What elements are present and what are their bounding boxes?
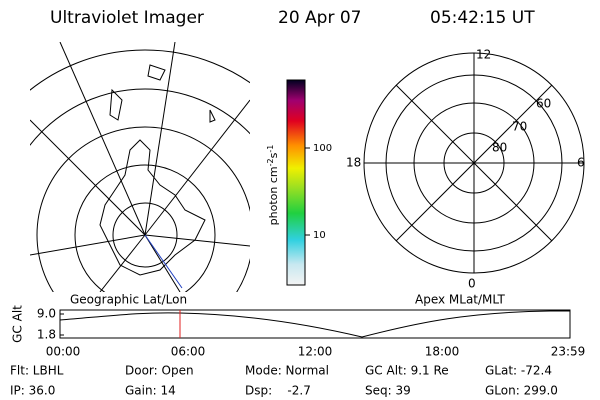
polar-label: 60: [536, 97, 551, 111]
alt-ylabel: GC Alt: [11, 305, 25, 343]
alt-right-title: Apex MLat/MLT: [415, 293, 505, 307]
colorbar-tick: 10: [313, 230, 326, 241]
footer-field: GLon: 299.0: [485, 384, 558, 398]
alt-left-title: Geographic Lat/Lon: [70, 293, 187, 307]
colorbar-unit: photon cm-2s-1: [266, 145, 281, 226]
footer-field: Door: Open: [125, 364, 194, 378]
footer-field: GLat: -72.4: [485, 364, 552, 378]
footer-field: GC Alt: 9.1 Re: [365, 364, 449, 378]
alt-frame: [59, 309, 571, 339]
footer-field: Gain: 14: [125, 384, 176, 398]
alt-xtick: 12:00: [298, 345, 333, 359]
footer-field: Dsp: -2.7: [245, 384, 311, 398]
polar-label: 70: [512, 120, 527, 134]
footer-field: Seq: 39: [365, 384, 411, 398]
alt-xtick: 18:00: [425, 345, 460, 359]
polar-label: 18: [346, 156, 361, 170]
footer: Flt: LBHL Door: Open Mode: Normal GC Alt: 9…: [10, 364, 558, 398]
alt-ytick: 1.8: [37, 328, 56, 342]
time: 05:42:15 UT: [430, 8, 535, 28]
colorbar: [286, 79, 306, 286]
polar-grid: [363, 52, 585, 274]
alt-ytick: 9.0: [37, 307, 56, 321]
footer-field: Mode: Normal: [245, 364, 329, 378]
polar-label: 80: [492, 141, 507, 155]
date: 20 Apr 07: [278, 8, 361, 28]
instrument: Ultraviolet Imager: [50, 8, 204, 28]
alt-xtick: 00:00: [46, 345, 81, 359]
polar-label: 6: [577, 156, 585, 170]
polar-label: 0: [468, 277, 476, 291]
alt-xtick: 23:59: [551, 345, 586, 359]
footer-field: IP: 36.0: [10, 384, 55, 398]
footer-field: Flt: LBHL: [10, 364, 64, 378]
map: [30, 42, 250, 292]
polar-label: 12: [476, 48, 491, 62]
alt-xtick: 06:00: [171, 345, 206, 359]
alt-curve: [59, 310, 570, 338]
colorbar-tick: 100: [313, 143, 332, 154]
